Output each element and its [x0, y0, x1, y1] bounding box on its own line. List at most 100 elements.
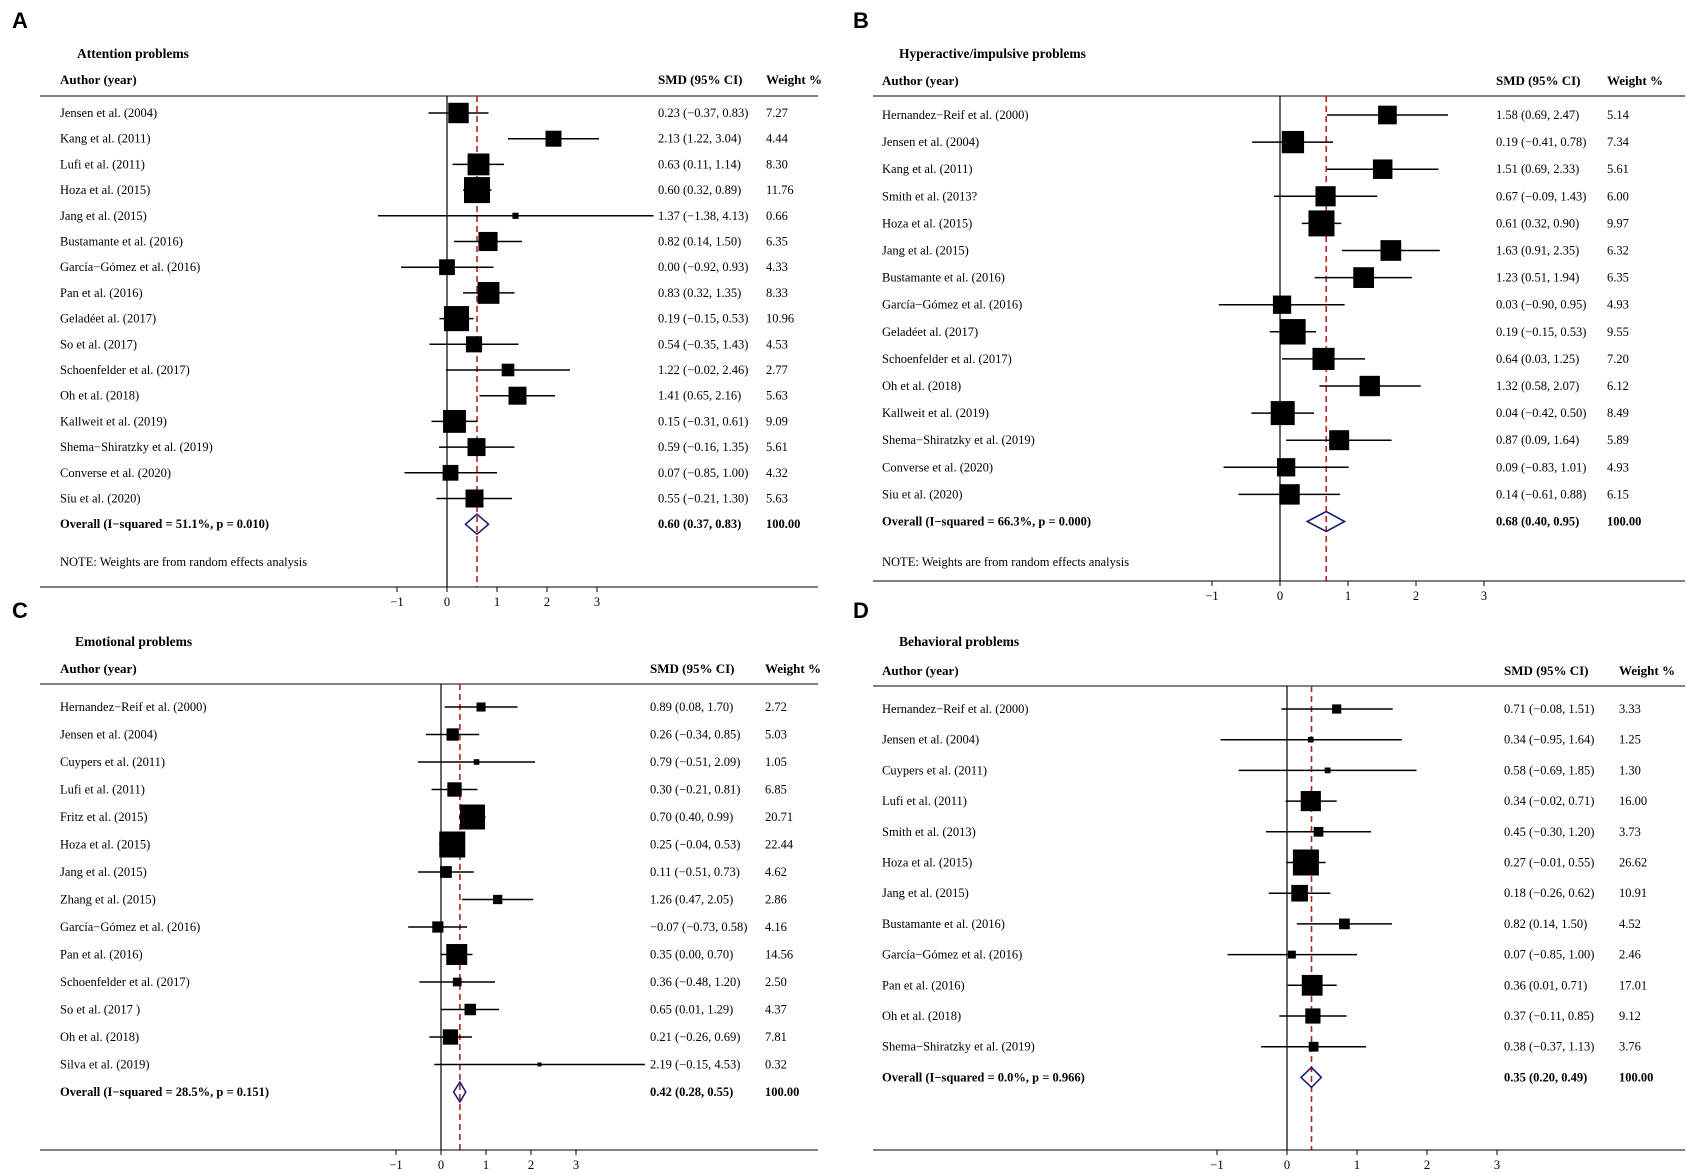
x-tick-label: 1 [483, 1158, 489, 1172]
study-point [537, 1062, 542, 1067]
study-point [545, 130, 562, 147]
study-point [1372, 159, 1393, 179]
forest-panel-c: C Emotional problems Author (year) SMD (95%… [12, 598, 821, 1172]
study-point [1280, 319, 1306, 345]
panel-label: C [12, 598, 28, 623]
study-author: Kallweit et al. (2019) [882, 406, 989, 420]
header-smd: SMD (95% CI) [658, 72, 743, 87]
study-author: Jensen et al. (2004) [60, 728, 157, 742]
panel-title: Hyperactive/impulsive problems [899, 46, 1086, 61]
study-author: Hoza et al. (2015) [882, 216, 972, 230]
study-weight: 6.85 [765, 783, 787, 797]
study-weight: 2.86 [765, 893, 787, 907]
study-author: Jang et al. (2015) [60, 209, 147, 223]
study-ci: 0.70 (0.40, 0.99) [650, 810, 733, 824]
overall-ci: 0.35 (0.20, 0.49) [1504, 1070, 1587, 1084]
study-ci: 0.11 (−0.51, 0.73) [650, 865, 740, 879]
study-author: Lufi et al. (2011) [60, 783, 145, 797]
x-tick-label: −1 [1205, 589, 1218, 603]
study-weight: 4.44 [766, 132, 789, 146]
study-author: Shema−Shiratzky et al. (2019) [882, 433, 1035, 447]
x-tick-label: 0 [1277, 589, 1283, 603]
study-ci: 0.19 (−0.41, 0.78) [1496, 135, 1586, 149]
study-weight: 5.89 [1607, 433, 1629, 447]
study-author: Pan et al. (2016) [882, 978, 965, 992]
study-author: García−Gómez et al. (2016) [882, 298, 1022, 312]
study-ci: 0.82 (0.14, 1.50) [658, 235, 741, 249]
study-point [465, 489, 484, 508]
study-point [1359, 375, 1380, 397]
study-author: Kang et al. (2011) [60, 132, 150, 146]
study-point [493, 894, 503, 905]
panel-title: Emotional problems [75, 634, 192, 649]
study-author: Smith et al. (2013) [882, 825, 976, 839]
study-point [464, 177, 490, 204]
study-author: Hoza et al. (2015) [60, 838, 150, 852]
study-ci: 0.34 (−0.02, 0.71) [1504, 794, 1594, 808]
x-tick-label: −1 [389, 1158, 402, 1172]
study-point [1307, 736, 1314, 743]
x-tick-label: 3 [573, 1158, 579, 1172]
study-author: Jensen et al. (2004) [882, 733, 979, 747]
study-ci: 0.36 (−0.48, 1.20) [650, 975, 740, 989]
study-weight: 7.20 [1607, 352, 1629, 366]
study-author: Jensen et al. (2004) [882, 135, 979, 149]
study-author: Hoza et al. (2015) [882, 856, 972, 870]
study-author: Hernandez−Reif et al. (2000) [882, 108, 1029, 122]
header-weight: Weight % [1619, 663, 1675, 678]
study-weight: 6.35 [766, 235, 788, 249]
study-ci: 1.32 (0.58, 2.07) [1496, 379, 1579, 393]
study-ci: 0.00 (−0.92, 0.93) [658, 260, 748, 274]
overall-diamond [1299, 1066, 1323, 1089]
forest-panel-d: D Behavioral problems Author (year) SMD (95… [853, 598, 1685, 1172]
study-weight: 4.32 [766, 466, 788, 480]
study-ci: 0.79 (−0.51, 2.09) [650, 755, 740, 769]
study-point [446, 944, 468, 965]
study-point [501, 363, 515, 377]
study-weight: 6.35 [1607, 271, 1629, 285]
study-point [452, 977, 462, 987]
weights-note: NOTE: Weights are from random effects an… [882, 555, 1129, 569]
study-weight: 3.33 [1619, 702, 1641, 716]
header-weight: Weight % [1607, 73, 1663, 88]
study-ci: 2.13 (1.22, 3.04) [658, 132, 741, 146]
study-author: Silva et al. (2019) [60, 1058, 150, 1072]
study-author: Oh et al. (2018) [60, 1030, 139, 1044]
study-ci: 0.19 (−0.15, 0.53) [1496, 325, 1586, 339]
study-weight: 5.61 [766, 440, 788, 454]
study-weight: 0.32 [765, 1058, 787, 1072]
study-weight: 26.62 [1619, 856, 1647, 870]
study-weight: 6.15 [1607, 487, 1629, 501]
study-weight: 8.49 [1607, 406, 1629, 420]
study-ci: 0.36 (0.01, 0.71) [1504, 978, 1587, 992]
study-ci: 2.19 (−0.15, 4.53) [650, 1058, 740, 1072]
study-ci: 0.25 (−0.04, 0.53) [650, 838, 740, 852]
study-point [442, 1029, 459, 1045]
study-weight: 2.50 [765, 975, 787, 989]
study-ci: 0.35 (0.00, 0.70) [650, 948, 733, 962]
panel-label: D [853, 598, 869, 623]
study-ci: 1.58 (0.69, 2.47) [1496, 108, 1579, 122]
study-weight: 5.63 [766, 389, 788, 403]
study-point [1353, 267, 1375, 288]
study-ci: 0.71 (−0.08, 1.51) [1504, 702, 1594, 716]
study-ci: 0.65 (0.01, 1.29) [650, 1003, 733, 1017]
study-author: Shema−Shiratzky et al. (2019) [882, 1040, 1035, 1054]
study-ci: 0.67 (−0.09, 1.43) [1496, 189, 1586, 203]
study-point [443, 409, 466, 433]
study-weight: 17.01 [1619, 978, 1647, 992]
study-weight: 5.03 [765, 728, 787, 742]
study-author: Siu et al. (2020) [882, 487, 963, 501]
study-weight: 8.30 [766, 157, 788, 171]
overall-label: Overall (I−squared = 28.5%, p = 0.151) [60, 1085, 269, 1099]
study-author: Kang et al. (2011) [882, 162, 972, 176]
study-weight: 7.27 [766, 106, 788, 120]
study-author: So et al. (2017 ) [60, 1003, 140, 1017]
study-weight: 10.91 [1619, 886, 1647, 900]
study-weight: 1.30 [1619, 763, 1641, 777]
study-point [1324, 767, 1331, 774]
study-author: Hernandez−Reif et al. (2000) [882, 702, 1029, 716]
study-author: Bustamante et al. (2016) [60, 235, 183, 249]
study-weight: 8.33 [766, 286, 788, 300]
